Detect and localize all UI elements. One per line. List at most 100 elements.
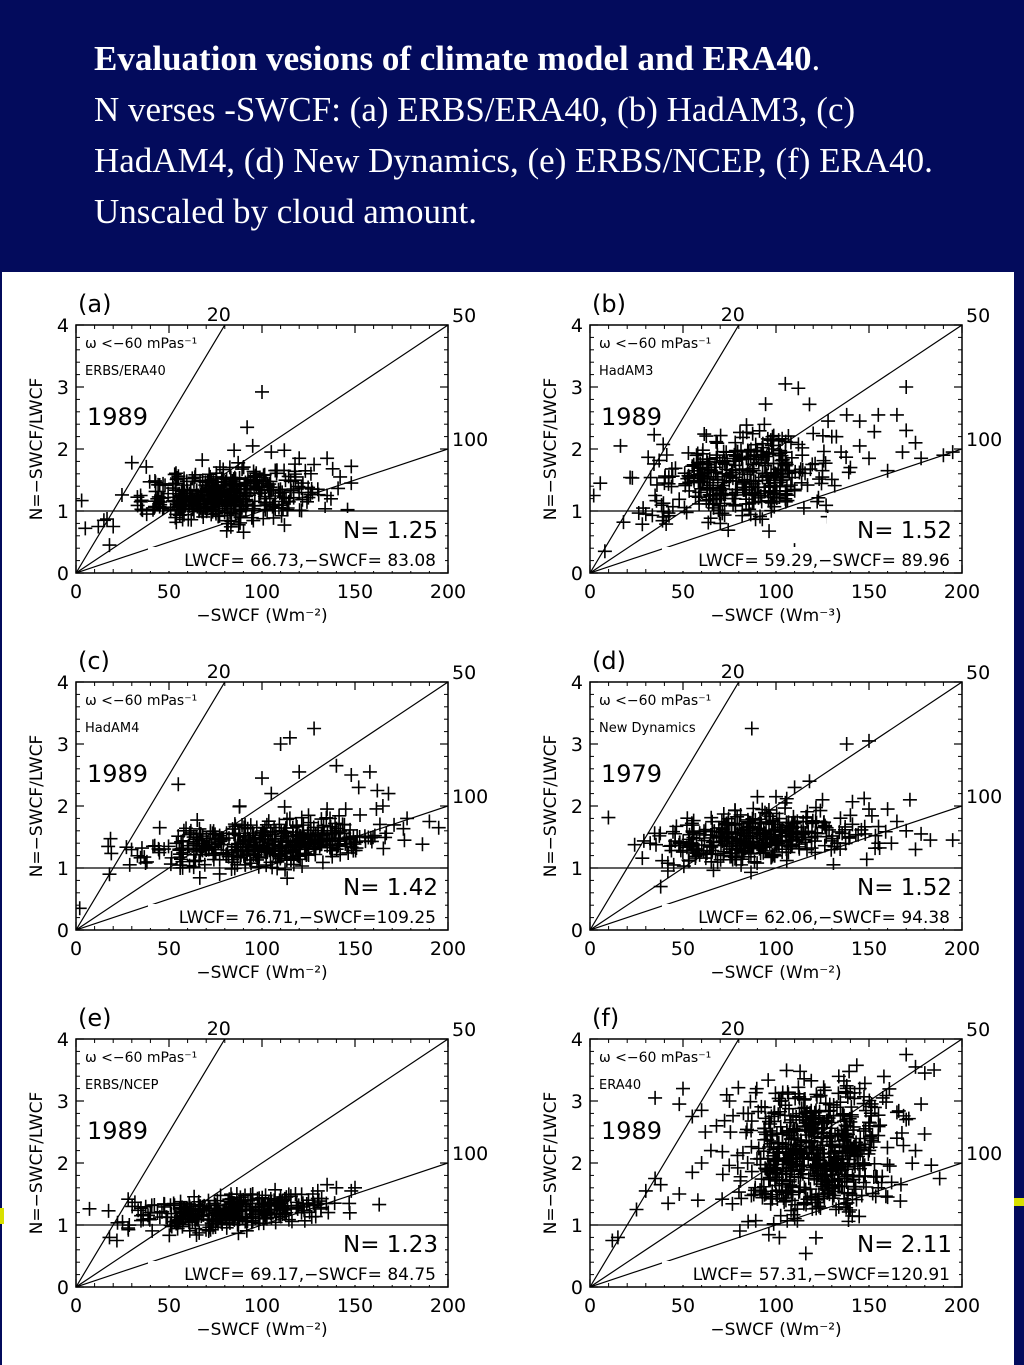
data-point — [772, 811, 787, 826]
data-point — [247, 470, 262, 485]
data-point — [396, 821, 411, 836]
data-point — [827, 839, 842, 854]
data-point — [702, 478, 717, 493]
data-point — [682, 475, 697, 490]
data-point — [750, 789, 765, 804]
data-point — [248, 475, 263, 490]
data-point — [766, 1216, 781, 1231]
data-point — [136, 1212, 151, 1227]
data-point — [191, 1197, 206, 1212]
n-label: N= 1.52 — [857, 518, 952, 544]
stats-label: LWCF= 59.29,−SWCF= 89.96 — [698, 551, 950, 571]
data-point — [301, 808, 316, 823]
data-point — [788, 1154, 803, 1169]
data-point — [899, 1112, 914, 1127]
data-point — [725, 1196, 740, 1211]
data-point — [725, 471, 740, 486]
data-point — [329, 758, 344, 773]
data-point — [787, 1211, 802, 1226]
data-point — [896, 1108, 911, 1123]
x-tick-label: 0 — [70, 1295, 82, 1317]
data-point — [781, 429, 796, 444]
data-point — [170, 1221, 185, 1236]
data-point — [815, 428, 830, 443]
data-point — [767, 1114, 782, 1129]
data-point — [790, 820, 805, 835]
x-axis-label: −SWCF (Wm⁻²) — [196, 963, 327, 983]
data-point — [858, 1168, 873, 1183]
y-tick-label: 1 — [57, 1215, 69, 1237]
data-point — [245, 1213, 260, 1228]
data-point — [791, 437, 806, 452]
data-point — [849, 1058, 864, 1073]
data-point — [780, 1213, 795, 1228]
data-point — [202, 837, 217, 852]
data-point — [203, 492, 218, 507]
data-point — [804, 1190, 819, 1205]
data-point — [686, 826, 701, 841]
data-point — [850, 1156, 865, 1171]
data-point — [221, 490, 236, 505]
data-point — [797, 1092, 812, 1107]
data-point — [167, 467, 182, 482]
data-point — [372, 1197, 387, 1212]
stats-label-bg — [662, 904, 959, 928]
data-point — [743, 816, 758, 831]
data-point — [325, 849, 340, 864]
panel-label: (a) — [78, 290, 111, 318]
y-axis-label: N=−SWCF/LWCF — [541, 1092, 561, 1235]
data-point — [344, 476, 359, 491]
data-point — [811, 490, 826, 505]
data-point — [187, 470, 202, 485]
data-point — [728, 482, 743, 497]
data-point — [908, 435, 923, 450]
data-point — [806, 1140, 821, 1155]
data-point — [744, 721, 759, 736]
data-point — [320, 1177, 335, 1192]
data-point — [631, 506, 646, 521]
title-banner: Evaluation vesions of climate model and … — [0, 0, 1024, 272]
data-point — [871, 407, 886, 422]
data-point — [760, 1164, 775, 1179]
data-point — [726, 491, 741, 506]
data-point — [227, 443, 242, 458]
data-point — [783, 1115, 798, 1130]
data-point — [845, 817, 860, 832]
stats-label: LWCF= 57.31,−SWCF=120.91 — [693, 1265, 950, 1285]
data-point — [230, 844, 245, 859]
y-tick-label: 1 — [571, 1215, 583, 1237]
reference-line-label-100: 100 — [966, 786, 1002, 808]
data-point — [192, 870, 207, 885]
data-point — [231, 455, 246, 470]
data-point — [104, 846, 119, 861]
data-point — [252, 1199, 267, 1214]
data-point — [832, 1139, 847, 1154]
data-point — [847, 1139, 862, 1154]
omega-condition-label: ω <−60 mPas⁻¹ — [85, 336, 197, 352]
x-tick-label: 200 — [944, 938, 980, 960]
data-point — [827, 478, 842, 493]
data-point — [735, 1145, 750, 1160]
data-point — [730, 1160, 745, 1175]
data-point — [636, 833, 651, 848]
data-point — [879, 1088, 894, 1103]
data-point — [779, 1063, 794, 1078]
data-point — [320, 451, 335, 466]
data-point — [252, 486, 267, 501]
x-tick-label: 50 — [157, 581, 181, 603]
data-point — [671, 838, 686, 853]
data-point — [880, 802, 895, 817]
data-point — [270, 861, 285, 876]
omega-condition-label: ω <−60 mPas⁻¹ — [599, 1050, 711, 1066]
data-point — [233, 1190, 248, 1205]
data-point — [156, 500, 171, 515]
x-tick-label: 100 — [758, 938, 794, 960]
data-point — [218, 474, 233, 489]
data-point — [726, 1108, 741, 1123]
data-point — [857, 819, 872, 834]
panel-label: (c) — [78, 647, 110, 675]
data-point — [294, 503, 309, 518]
data-point — [745, 426, 760, 441]
data-point — [797, 1151, 812, 1166]
reference-line-label-50: 50 — [452, 305, 476, 327]
